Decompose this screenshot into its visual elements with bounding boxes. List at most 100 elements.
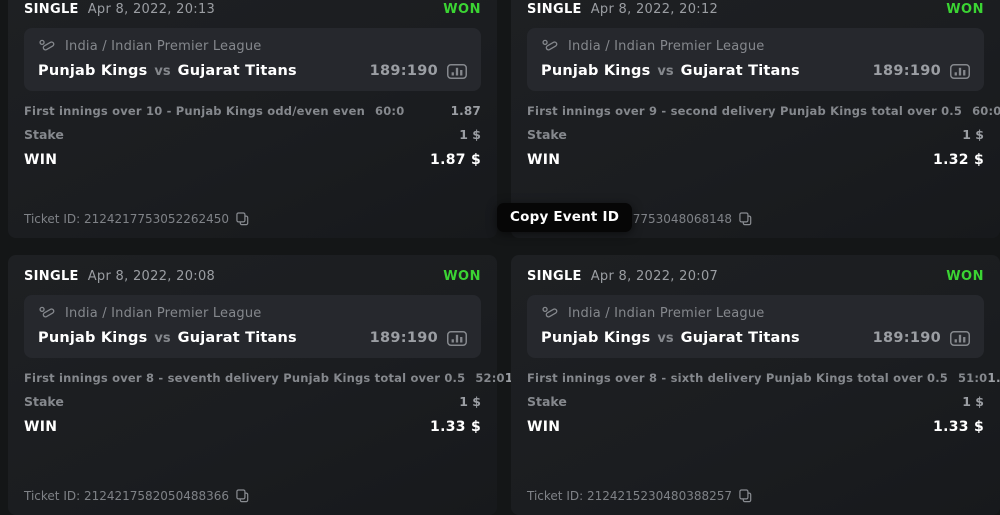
stake-label: Stake xyxy=(24,127,64,142)
stake-row: Stake 1 $ xyxy=(24,394,481,409)
ticket-id-row: Ticket ID: 2124217753052262450 xyxy=(24,212,481,226)
league-row: India / Indian Premier League xyxy=(38,38,467,55)
event-panel: India / Indian Premier League Punjab Kin… xyxy=(24,295,481,358)
stake-value: 1 $ xyxy=(459,394,481,409)
teams-row: Punjab Kings vs Gujarat Titans 189:190 xyxy=(38,63,467,79)
ticket-header: SINGLE Apr 8, 2022, 20:07 WON xyxy=(527,269,984,284)
home-team: Punjab Kings xyxy=(541,63,651,79)
league-name: India / Indian Premier League xyxy=(568,39,765,54)
vs-label: vs xyxy=(154,330,171,346)
win-label: WIN xyxy=(527,152,561,168)
win-label: WIN xyxy=(527,419,561,435)
event-score: 51:0 xyxy=(957,371,988,385)
cricket-bat-icon xyxy=(541,38,558,55)
bet-selection-row: First innings over 8 - seventh delivery … xyxy=(24,371,535,385)
league-name: India / Indian Premier League xyxy=(65,39,262,54)
league-row: India / Indian Premier League xyxy=(541,38,970,55)
win-row: WIN 1.33 $ xyxy=(527,419,984,435)
copy-icon[interactable] xyxy=(739,212,752,226)
away-team: Gujarat Titans xyxy=(680,330,800,346)
win-label: WIN xyxy=(24,152,58,168)
stake-label: Stake xyxy=(527,394,567,409)
stake-value: 1 $ xyxy=(962,127,984,142)
league-name: India / Indian Premier League xyxy=(568,306,765,321)
bet-date: Apr 8, 2022, 20:12 xyxy=(590,2,719,17)
stake-row: Stake 1 $ xyxy=(527,394,984,409)
ticket-header: SINGLE Apr 8, 2022, 20:13 WON xyxy=(24,2,481,17)
win-row: WIN 1.33 $ xyxy=(24,419,481,435)
ticket-id-row: Ticket ID: 2124215230480388257 xyxy=(527,489,984,503)
cricket-bat-icon xyxy=(38,305,55,322)
win-value: 1.33 $ xyxy=(933,419,984,435)
ticket-id-row: Ticket ID: 2124217582050488366 xyxy=(24,489,481,503)
bet-ticket-card: SINGLE Apr 8, 2022, 20:08 WON India / In… xyxy=(8,255,535,515)
status-badge: WON xyxy=(946,269,984,284)
event-score: 60:0 xyxy=(972,104,1000,118)
win-value: 1.33 $ xyxy=(430,419,481,435)
stake-label: Stake xyxy=(527,127,567,142)
event-score: 52:0 xyxy=(475,371,505,385)
event-panel: India / Indian Premier League Punjab Kin… xyxy=(24,28,481,91)
bet-odds: 1.33 xyxy=(987,371,1000,385)
bet-date: Apr 8, 2022, 20:08 xyxy=(87,269,216,284)
home-team: Punjab Kings xyxy=(38,63,148,79)
ticket-header: SINGLE Apr 8, 2022, 20:12 WON xyxy=(527,2,984,17)
bet-ticket-card: SINGLE Apr 8, 2022, 20:12 WON India / In… xyxy=(511,0,1000,238)
win-row: WIN 1.32 $ xyxy=(527,152,984,168)
copy-event-id-tooltip: Copy Event ID xyxy=(497,203,633,232)
home-team: Punjab Kings xyxy=(38,330,148,346)
ticket-id: Ticket ID: 2124217753052262450 xyxy=(24,212,230,226)
event-panel: India / Indian Premier League Punjab Kin… xyxy=(527,295,984,358)
away-team: Gujarat Titans xyxy=(177,63,297,79)
win-label: WIN xyxy=(24,419,58,435)
cricket-bat-icon xyxy=(38,38,55,55)
bet-ticket-card: SINGLE Apr 8, 2022, 20:13 WON India / In… xyxy=(8,0,497,238)
vs-label: vs xyxy=(154,63,171,79)
bet-ticket-card: SINGLE Apr 8, 2022, 20:07 WON India / In… xyxy=(511,255,1000,515)
win-value: 1.87 $ xyxy=(430,152,481,168)
bet-odds: 1.87 xyxy=(450,104,481,118)
away-team: Gujarat Titans xyxy=(177,330,297,346)
teams-row: Punjab Kings vs Gujarat Titans 189:190 xyxy=(38,330,467,346)
vs-label: vs xyxy=(657,63,674,79)
match-score: 189:190 xyxy=(872,330,941,346)
status-badge: WON xyxy=(946,2,984,17)
win-row: WIN 1.87 $ xyxy=(24,152,481,168)
status-badge: WON xyxy=(443,2,481,17)
home-team: Punjab Kings xyxy=(541,330,651,346)
teams-row: Punjab Kings vs Gujarat Titans 189:190 xyxy=(541,63,970,79)
stake-row: Stake 1 $ xyxy=(24,127,481,142)
away-team: Gujarat Titans xyxy=(680,63,800,79)
copy-icon[interactable] xyxy=(236,489,249,503)
copy-icon[interactable] xyxy=(236,212,249,226)
league-row: India / Indian Premier League xyxy=(541,305,970,322)
bet-description: First innings over 8 - sixth delivery Pu… xyxy=(527,371,948,385)
bet-type-label: SINGLE xyxy=(24,2,79,17)
match-score: 189:190 xyxy=(369,63,438,79)
bet-date: Apr 8, 2022, 20:13 xyxy=(87,2,216,17)
ticket-id: Ticket ID: 2124217582050488366 xyxy=(24,489,230,503)
bar-chart-icon[interactable] xyxy=(950,330,970,346)
bet-type-label: SINGLE xyxy=(527,269,582,284)
event-score: 60:0 xyxy=(375,104,405,118)
bet-description: First innings over 9 - second delivery P… xyxy=(527,104,963,118)
bet-type-label: SINGLE xyxy=(24,269,79,284)
ticket-id: Ticket ID: 2124215230480388257 xyxy=(527,489,733,503)
match-score: 189:190 xyxy=(369,330,438,346)
bet-description: First innings over 8 - seventh delivery … xyxy=(24,371,466,385)
stake-value: 1 $ xyxy=(459,127,481,142)
stake-row: Stake 1 $ xyxy=(527,127,984,142)
bar-chart-icon[interactable] xyxy=(447,63,467,79)
league-row: India / Indian Premier League xyxy=(38,305,467,322)
bar-chart-icon[interactable] xyxy=(447,330,467,346)
win-value: 1.32 $ xyxy=(933,152,984,168)
vs-label: vs xyxy=(657,330,674,346)
bar-chart-icon[interactable] xyxy=(950,63,970,79)
bet-type-label: SINGLE xyxy=(527,2,582,17)
stake-value: 1 $ xyxy=(962,394,984,409)
event-panel: India / Indian Premier League Punjab Kin… xyxy=(527,28,984,91)
copy-icon[interactable] xyxy=(739,489,752,503)
stake-label: Stake xyxy=(24,394,64,409)
ticket-header: SINGLE Apr 8, 2022, 20:08 WON xyxy=(24,269,481,284)
bet-selection-row: First innings over 8 - sixth delivery Pu… xyxy=(527,371,1000,385)
